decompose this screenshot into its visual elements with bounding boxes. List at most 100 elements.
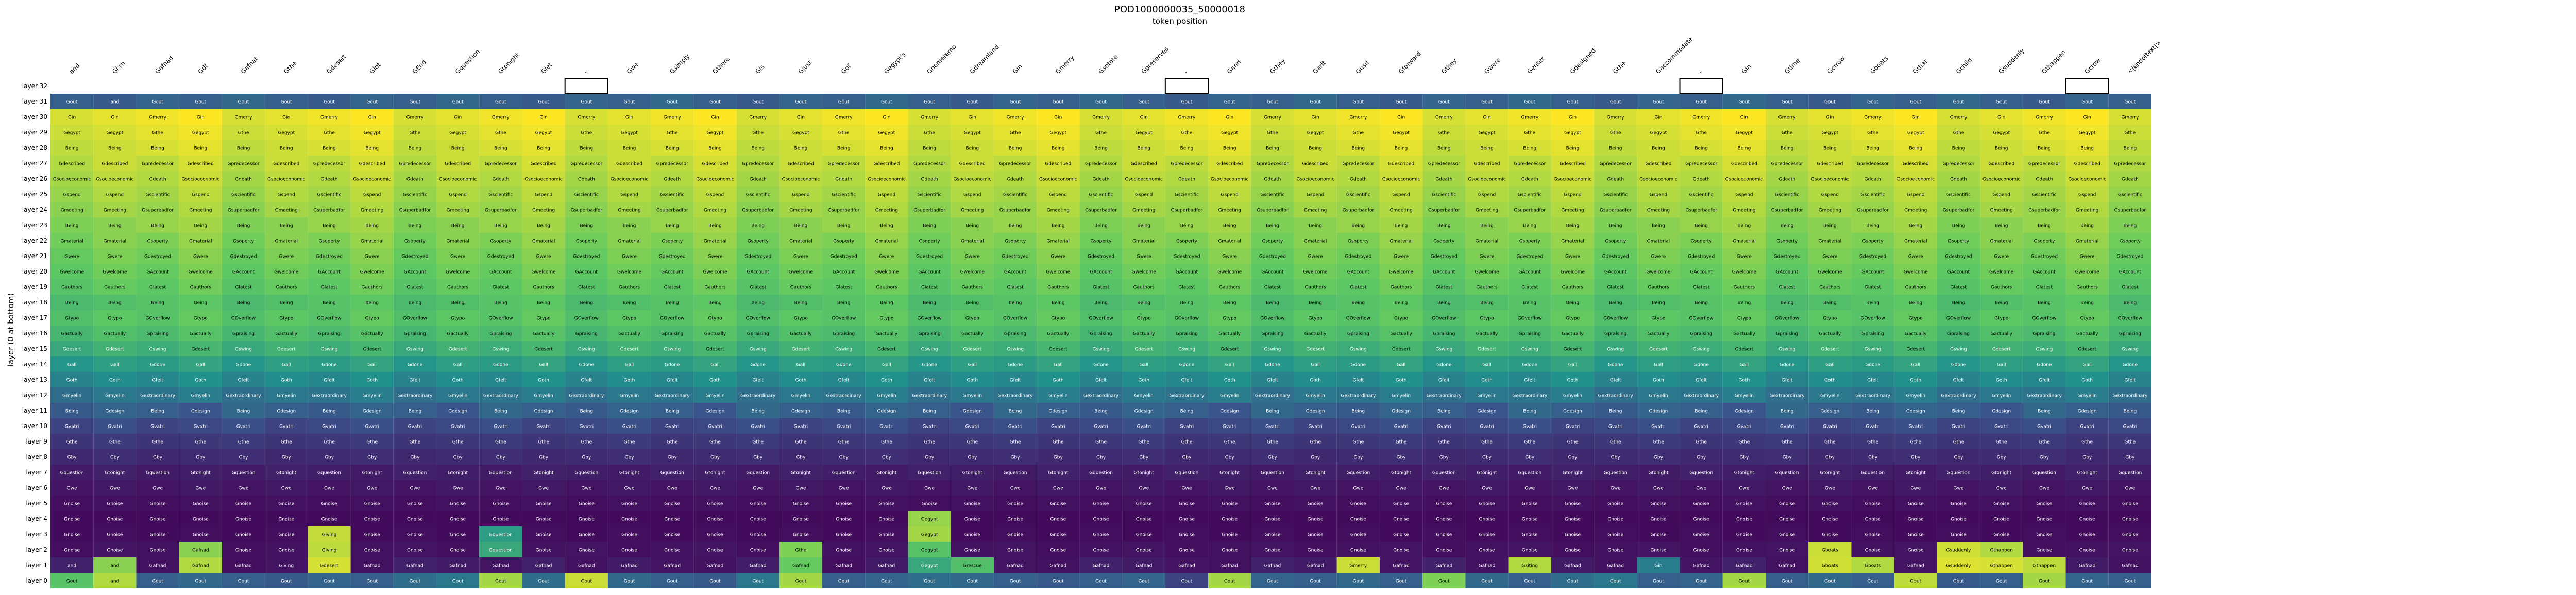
heatmap-cell <box>1208 526 1251 542</box>
cell-label: Gout <box>238 579 249 584</box>
cell-label: Being <box>751 301 765 306</box>
heatmap-cell <box>1680 418 1723 434</box>
heatmap-cell <box>222 418 265 434</box>
cell-label: Gdescribed <box>445 162 471 167</box>
cell-label: Being <box>2038 409 2051 414</box>
cell-label: Gsuperbadfor <box>1600 208 1632 213</box>
cell-label: Gby <box>1439 455 1449 461</box>
cell-label: Goth <box>452 378 464 383</box>
cell-label: Gscientific <box>488 193 513 198</box>
heatmap-cell <box>779 341 823 356</box>
heatmap-cell <box>1208 372 1251 387</box>
x-tick-labels: and Gi:rn Gafnad Gdf Gafnat Gthe Gdesert Glot GE… <box>68 36 2162 75</box>
heatmap-cell <box>93 387 137 403</box>
cell-label: Being <box>837 146 851 151</box>
cell-label: Goth <box>1567 378 1579 383</box>
cell-label: Gall <box>282 363 291 368</box>
cell-label: Gdesert <box>1906 347 1925 352</box>
cell-label: Being <box>1866 301 1879 306</box>
heatmap-cell <box>1208 356 1251 372</box>
cell-label: Gdeath <box>835 177 852 182</box>
cell-label: Gdesert <box>792 347 810 352</box>
cell-label: Gthe <box>1996 440 2007 445</box>
cell-label: Being <box>1909 146 1922 151</box>
heatmap-cell <box>1851 542 1894 557</box>
heatmap-cell <box>93 356 137 372</box>
cell-label: Gextraordinary <box>569 394 604 399</box>
heatmap-cell <box>865 496 908 511</box>
cell-label: Gwe <box>2125 486 2135 491</box>
x-tick-label: <|endoftext|> <box>2126 39 2163 76</box>
cell-label: Gout <box>1138 579 1149 584</box>
cell-label: Gdesign <box>105 409 124 414</box>
cell-label: Gdestroyed <box>2031 254 2058 260</box>
heatmap-cell <box>393 341 437 356</box>
cell-label: Gthe <box>924 131 935 136</box>
x-tick-label: Gin <box>1011 63 1024 75</box>
cell-label: Gnoise <box>2036 548 2052 553</box>
y-tick-label: layer 5 <box>26 500 47 507</box>
cell-label: GAccount <box>1519 270 1541 275</box>
cell-label: Gswing <box>149 347 166 352</box>
heatmap-cell <box>1765 449 1809 465</box>
cell-label: Gpraising <box>1862 332 1884 337</box>
cell-label: Gspend <box>963 193 981 198</box>
heatmap-cell <box>436 356 480 372</box>
heatmap-cell <box>1680 372 1723 387</box>
cell-label: GOverflow <box>2118 316 2142 321</box>
heatmap-cell <box>1037 542 1080 557</box>
cell-label: Gdone <box>1351 363 1366 368</box>
cell-label: Gout <box>1910 579 1921 584</box>
cell-label: Gnoise <box>235 548 251 553</box>
heatmap-cell <box>93 511 137 526</box>
cell-label: Gmerry <box>1092 115 1110 121</box>
heatmap-cell <box>822 372 866 387</box>
heatmap-cell <box>1980 557 2023 573</box>
heatmap-cell <box>951 434 994 449</box>
cell-label: Gthe <box>109 440 121 445</box>
cell-label: Gactually <box>1648 332 1670 337</box>
cell-label: Gnoise <box>1007 533 1023 538</box>
cell-label: Being <box>65 409 79 414</box>
heatmap-cell <box>479 557 522 573</box>
x-tick-label: Gafnad <box>154 54 175 75</box>
cell-label: Gtypo <box>1909 316 1923 321</box>
heatmap-cell <box>1251 480 1294 496</box>
cell-label: Gby <box>1225 455 1235 461</box>
heatmap-cell <box>1551 511 1595 526</box>
cell-label: Gnoise <box>150 517 166 522</box>
cell-label: Gvatri <box>108 424 122 430</box>
heatmap-cell <box>1851 480 1894 496</box>
cell-label: Gout <box>1953 579 1964 584</box>
cell-label: Gby <box>968 455 977 461</box>
heatmap-cell <box>179 341 222 356</box>
heatmap-cell <box>1722 511 1766 526</box>
cell-label: Gmaterial <box>1476 239 1499 244</box>
x-tick-label: Gdesert <box>325 53 348 75</box>
cell-label: GOverflow <box>1003 316 1027 321</box>
heatmap-cell <box>1722 387 1766 403</box>
cell-label: Gegypt <box>921 533 938 538</box>
heatmap-cell <box>693 480 737 496</box>
heatmap-cell <box>1765 465 1809 480</box>
heatmap-cell <box>651 372 694 387</box>
heatmap-cell <box>693 310 737 326</box>
cell-label: Gsocioeconomic <box>1554 177 1592 182</box>
heatmap-cell <box>179 356 222 372</box>
heatmap-cell <box>1637 356 1680 372</box>
heatmap-cell <box>993 418 1037 434</box>
heatmap-cell <box>1765 326 1809 341</box>
cell-label: Gscientific <box>403 193 427 198</box>
cell-label: Gtypo <box>1566 316 1580 321</box>
x-tick-label: Gforward <box>1397 50 1422 75</box>
heatmap-cell <box>50 511 94 526</box>
y-tick-label: layer 7 <box>26 469 47 476</box>
cell-label: Gin <box>368 115 376 121</box>
cell-label: Gmeeting <box>704 208 726 213</box>
cell-label: Gmaterial <box>875 239 899 244</box>
heatmap-cell <box>1465 449 1509 465</box>
heatmap-cell <box>50 449 94 465</box>
cell-label: Gthe <box>1267 131 1278 136</box>
cell-label: Gdeath <box>664 177 681 182</box>
